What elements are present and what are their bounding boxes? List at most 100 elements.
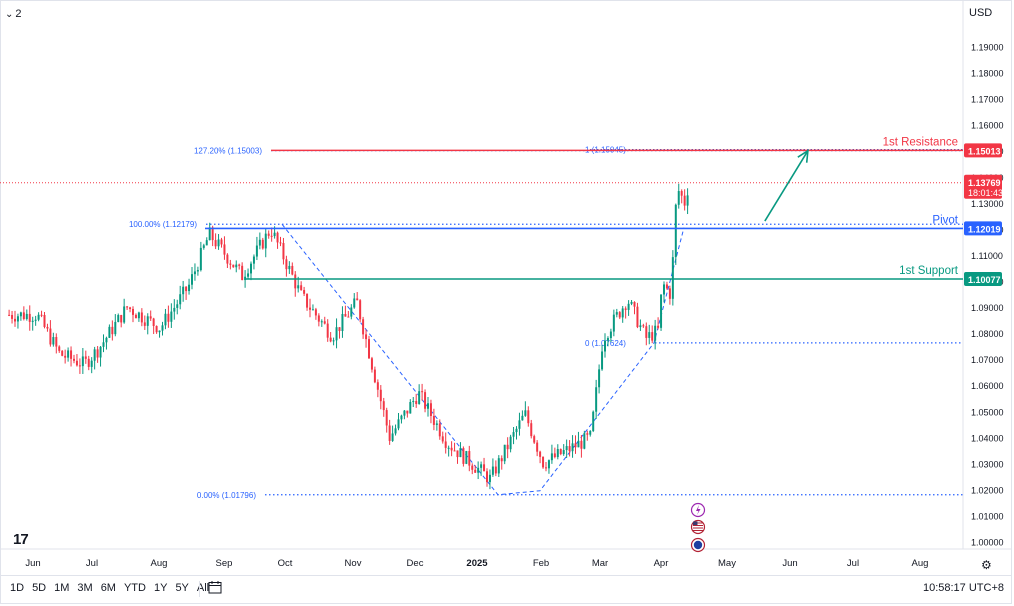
calendar-icon[interactable] [208,580,222,594]
candle-body [577,440,580,448]
candle-body [267,233,270,236]
candle-body [303,290,306,294]
candle-body [429,403,432,417]
candle-body [40,314,43,316]
candle-body [486,471,488,483]
candle-body [182,286,185,295]
candle-body [524,410,527,416]
candle-body [663,284,665,295]
range-5y[interactable]: 5Y [175,582,189,594]
candle-body [114,321,117,335]
candle-body [93,349,96,361]
lightning-icon [690,502,706,518]
candle-body [376,382,379,390]
gear-icon[interactable]: ⚙ [981,558,992,572]
clock-label[interactable]: 10:58:17 UTC+8 [922,582,1004,594]
candle-body [326,323,329,338]
candle-body [568,446,571,452]
candle-body [199,247,202,271]
countdown-label: 18:01:43 [968,188,1003,198]
candle-body [435,423,438,425]
candle-body [96,349,99,358]
candle-body [468,451,471,466]
current-price-label: 1.13769 [968,178,1001,188]
x-tick-label: Sep [216,558,233,569]
candle-body [208,227,211,241]
candle-body [146,316,149,326]
candle-body [270,235,273,237]
candle-body [580,440,583,449]
candle-body [90,360,93,367]
candle-body [589,430,592,435]
y-tick-label: 1.03000 [971,459,1004,469]
candle-body [211,227,214,241]
range-1y[interactable]: 1Y [153,582,168,594]
candle-body [639,325,642,328]
candle-body [176,304,179,308]
candle-body [480,464,483,468]
range-3m[interactable]: 3M [77,582,93,594]
candle-body [409,402,412,414]
candle-body [385,410,388,426]
candle-body [450,447,453,451]
candle-body [536,442,539,452]
candle-body [105,337,108,343]
candle-body [238,264,241,266]
x-tick-label: Jun [25,558,40,569]
candle-body [648,332,651,338]
pane-toggle[interactable]: ⌄ 2 [5,5,22,23]
range-1d[interactable]: 1D [10,582,25,594]
candle-body [46,326,49,329]
candle-body [592,411,595,431]
candle-body [477,467,480,473]
chevron-down-icon[interactable]: ⌄ [5,8,14,20]
candle-body [406,410,409,414]
candle-body [229,263,232,265]
x-tick-label: Aug [912,558,929,569]
range-6m[interactable]: 6M [100,582,116,594]
candle-body [583,433,586,449]
range-5d[interactable]: 5D [32,582,47,594]
currency-label[interactable]: USD [969,7,993,19]
candle-body [633,301,636,307]
range-1m[interactable]: 1M [54,582,70,594]
level-name: 1st Resistance [883,136,958,148]
candle-body [311,309,314,311]
candle-body [214,240,217,247]
x-tick-label: 2025 [466,558,488,569]
candle-body [134,314,137,319]
candle-body [379,389,382,402]
candle-body [258,239,261,246]
arrow-head [797,149,809,163]
candle-body [491,466,494,475]
price-chart[interactable]: 127.20% (1.15003) 100.00% (1.12179) 0.00% … [0,0,1012,574]
candle-body [627,303,630,310]
range-ytd[interactable]: YTD [123,582,146,594]
candle-body [556,449,559,458]
candle-body [167,313,170,322]
bottom-toolbar: 1D 5D 1M 3M 6M YTD 1Y 5Y All 10:58:17 UT… [0,575,1012,604]
candle-body [120,315,123,323]
candle-body [81,356,84,367]
candle-body [226,254,229,264]
price-tag [964,221,1002,236]
candle-body [297,285,300,289]
candle-body [67,350,70,358]
candle-body [261,239,264,249]
candle-body [674,204,677,258]
candle-body [8,314,11,316]
candle-body [621,308,624,318]
y-tick-label: 1.05000 [971,407,1004,417]
candle-body [102,342,105,347]
candle-body [539,451,542,457]
candle-body [547,460,550,469]
fib-level-label: 127.20% (1.15003) [194,147,262,156]
y-tick-label: 1.13000 [971,199,1004,209]
candle-body [31,320,34,322]
candle-body [421,391,424,393]
candle-body [276,232,279,243]
candle-body [252,256,255,264]
candle-body [309,307,311,310]
y-tick-label: 1.17000 [971,95,1004,105]
candle-body [497,458,500,474]
